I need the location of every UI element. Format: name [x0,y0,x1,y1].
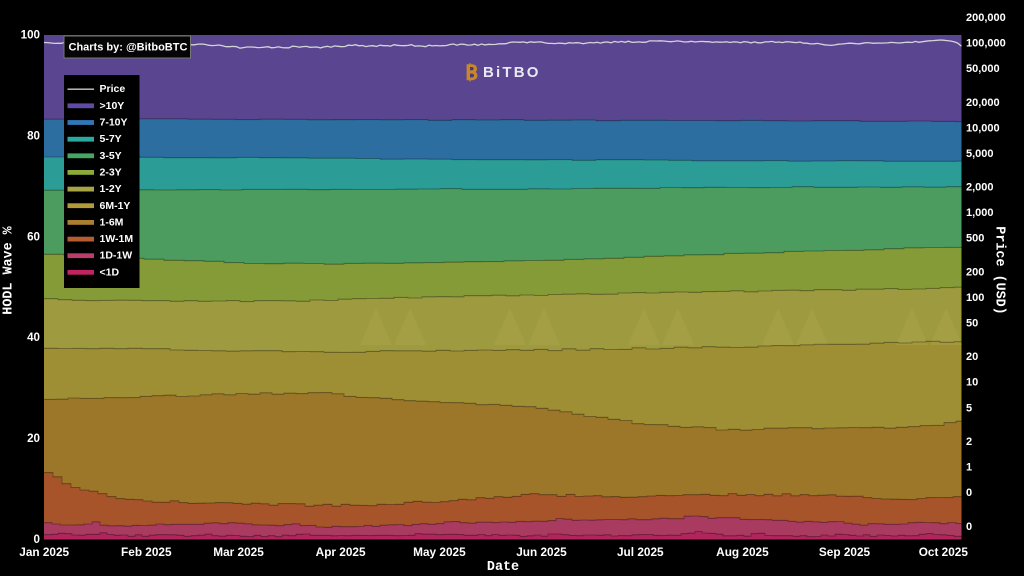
svg-text:Jan 2025: Jan 2025 [19,545,69,559]
svg-text:0: 0 [34,533,40,546]
svg-text:50: 50 [966,318,978,330]
svg-text:200,000: 200,000 [966,12,1006,24]
svg-text:1-6M: 1-6M [100,216,124,228]
svg-text:20: 20 [27,432,40,445]
svg-text:>10Y: >10Y [100,100,125,112]
svg-text:20,000: 20,000 [966,97,1000,109]
svg-text:2,000: 2,000 [966,182,994,194]
svg-text:BiTBO: BiTBO [483,64,541,81]
svg-text:Jun 2025: Jun 2025 [516,545,567,559]
svg-text:Date: Date [487,560,519,575]
svg-text:Apr 2025: Apr 2025 [316,545,366,559]
svg-text:6M-1Y: 6M-1Y [100,200,131,212]
svg-text:5: 5 [966,402,972,414]
svg-text:7-10Y: 7-10Y [100,117,128,129]
svg-text:<1D: <1D [100,266,120,278]
svg-text:1-2Y: 1-2Y [100,183,122,195]
svg-text:200: 200 [966,266,984,278]
svg-text:500: 500 [966,233,984,245]
svg-text:0: 0 [966,521,972,533]
svg-text:10: 10 [966,377,978,389]
svg-text:Oct 2025: Oct 2025 [919,545,969,559]
svg-text:3-5Y: 3-5Y [100,150,122,162]
svg-text:60: 60 [27,230,40,243]
svg-text:1D-1W: 1D-1W [100,250,133,262]
svg-text:20: 20 [966,351,978,363]
svg-text:Mar 2025: Mar 2025 [213,545,264,559]
svg-text:0: 0 [966,487,972,499]
svg-text:Aug 2025: Aug 2025 [716,545,769,559]
svg-text:2: 2 [966,436,972,448]
svg-text:1,000: 1,000 [966,207,994,219]
svg-text:100: 100 [966,292,984,304]
svg-text:1W-1M: 1W-1M [100,233,134,245]
svg-text:Charts by: @BitboBTC: Charts by: @BitboBTC [69,42,188,54]
svg-text:100: 100 [21,29,40,42]
svg-text:Sep 2025: Sep 2025 [819,545,871,559]
svg-text:HODL Wave %: HODL Wave % [2,225,17,314]
svg-text:80: 80 [27,129,40,142]
svg-text:5,000: 5,000 [966,148,994,160]
svg-text:50,000: 50,000 [966,63,1000,75]
svg-text:Price: Price [100,83,126,95]
svg-text:Feb 2025: Feb 2025 [121,545,172,559]
svg-text:May 2025: May 2025 [413,545,466,559]
svg-text:Jul 2025: Jul 2025 [617,545,664,559]
svg-text:1: 1 [966,462,972,474]
svg-text:40: 40 [27,331,40,344]
svg-text:5-7Y: 5-7Y [100,133,122,145]
svg-text:Price (USD): Price (USD) [992,226,1007,314]
svg-text:100,000: 100,000 [966,38,1006,50]
svg-text:10,000: 10,000 [966,122,1000,134]
svg-text:2-3Y: 2-3Y [100,166,122,178]
